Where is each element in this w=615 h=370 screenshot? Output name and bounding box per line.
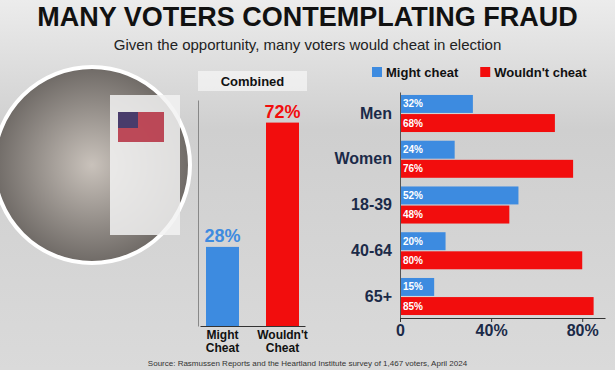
data-labels: 28% 72% [204,102,300,246]
photo-flag-canton [118,112,138,128]
tick-label: Men [360,105,392,122]
source: Source: Rasmussen Reports and the Heartl… [148,359,468,368]
x-axis: 0 40% 80% [396,318,605,339]
bar [400,297,594,315]
tick: 80% [567,318,599,339]
photo-booth [110,95,180,235]
data-label: 85% [403,301,423,312]
chart-title-box [198,71,307,91]
photo-circle [0,67,190,263]
photo [0,67,190,263]
tick-label: 65+ [365,288,392,305]
tick-label: 0 [396,322,405,339]
data-label: 76% [403,163,423,174]
tick: 0 [396,318,405,339]
bar [400,232,446,250]
data-label: 24% [403,144,423,155]
tick: 65+ [365,288,400,305]
bar [206,247,239,326]
title: MANY VOTERS CONTEMPLATING FRAUD [37,2,578,32]
tick: Wouldn'tCheat [257,326,308,355]
data-label: 72% [264,102,300,122]
tick: 18-39 [351,196,400,213]
data-label: 28% [204,226,240,246]
tick-label: 18-39 [351,196,392,213]
tick: MightCheat [206,326,239,355]
legend: Might cheat Wouldn't cheat [372,65,587,80]
data-label: 48% [403,209,423,220]
tick-label: 40-64 [351,242,392,259]
bar [400,251,582,269]
chart-root: MANY VOTERS CONTEMPLATING FRAUD Given the… [0,0,615,370]
data-labels: 32% 24% 52% 20% 15% 68% 76% 48% 80% 85% [403,98,423,311]
x-axis: MightCheat Wouldn'tCheat [201,326,308,355]
axis-line [401,318,606,319]
data-label: 15% [403,281,423,292]
bar [400,206,509,224]
data-label: 32% [403,98,423,109]
subtitle: Given the opportunity, many voters would… [114,36,501,53]
bar [400,114,555,132]
data-label: 20% [403,236,423,247]
bar [400,160,573,178]
y-axis [198,101,199,327]
tick-label: Women [335,150,392,167]
data-label: 80% [403,255,423,266]
bar [400,278,434,296]
tick-label: 80% [567,322,599,339]
data-label: 68% [403,118,423,129]
tick-label: Wouldn'tCheat [257,328,308,355]
photo-flag [118,112,164,142]
legend-label: Wouldn't cheat [494,65,587,80]
chart-title: Combined [221,74,285,89]
axis-line [198,101,199,327]
bar [400,186,518,204]
legend-label: Might cheat [386,65,459,80]
tick: Men [360,105,400,122]
tick-label: 40% [476,322,508,339]
bar [400,95,473,113]
bars [400,95,594,315]
tick: 40% [476,318,508,339]
data-label: 52% [403,190,423,201]
axis-line [400,93,401,319]
bar [266,123,299,326]
chart-svg: MANY VOTERS CONTEMPLATING FRAUD Given the… [0,0,615,370]
bars [206,123,299,326]
y-axis: Men Women 18-39 40-64 65+ [335,93,401,319]
bar [400,141,455,159]
legend-swatch [372,67,382,77]
tick: 40-64 [351,242,400,259]
legend-swatch [480,67,490,77]
tick-label: MightCheat [206,328,239,355]
tick: Women [335,150,400,167]
